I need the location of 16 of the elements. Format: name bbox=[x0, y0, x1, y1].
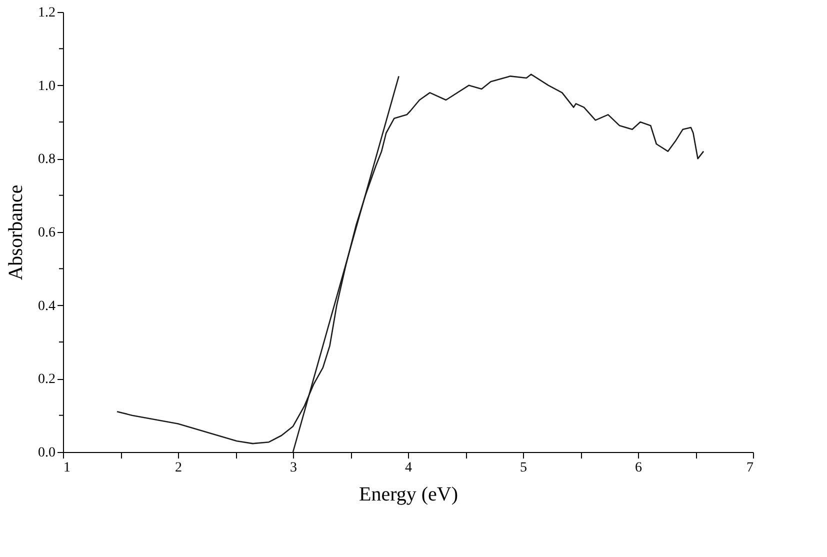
y-tick-label: 0.2 bbox=[38, 372, 56, 388]
x-tick-label: 2 bbox=[175, 460, 182, 476]
x-tick-label: 7 bbox=[746, 460, 754, 476]
x-tick-label: 6 bbox=[635, 460, 642, 476]
x-tick-label: 1 bbox=[64, 460, 70, 476]
y-tick-label: 1.2 bbox=[38, 6, 56, 20]
x-tick-label: 4 bbox=[405, 460, 412, 476]
y-tick-label: 0.4 bbox=[38, 298, 56, 314]
x-tick-label: 3 bbox=[290, 460, 297, 476]
y-tick-label: 0.6 bbox=[38, 226, 56, 240]
y-tick-label: 0.8 bbox=[38, 152, 56, 168]
x-axis-title: Energy (eV) bbox=[358, 484, 458, 506]
x-tick-label: 5 bbox=[520, 460, 527, 476]
y-axis-title: Absorbance bbox=[5, 184, 27, 280]
y-tick-label: 0.0 bbox=[38, 446, 56, 460]
y-tick-label: 1.0 bbox=[38, 78, 56, 94]
